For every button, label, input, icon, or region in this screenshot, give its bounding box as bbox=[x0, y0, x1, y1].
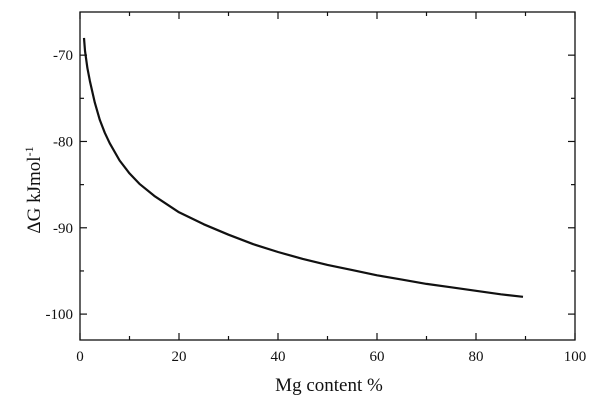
x-tick-label: 20 bbox=[172, 349, 187, 365]
y-axis-title-main: ΔG kJmol bbox=[24, 156, 45, 233]
ticks bbox=[79, 12, 576, 340]
y-tick-label: -80 bbox=[53, 134, 73, 150]
y-tick-label: -90 bbox=[53, 221, 73, 237]
y-tick-label: -70 bbox=[53, 48, 73, 64]
y-axis-title-superscript: -1 bbox=[22, 146, 36, 156]
x-tick-label: 0 bbox=[76, 349, 84, 365]
y-tick-label: -100 bbox=[46, 307, 74, 323]
plot-frame bbox=[79, 11, 576, 341]
x-tick-label: 100 bbox=[564, 349, 587, 365]
x-axis-title: Mg content % bbox=[275, 375, 383, 396]
axes bbox=[79, 11, 576, 341]
tick-labels: 0 20 40 60 80 100 -70 -80 -90 -100 bbox=[46, 48, 587, 365]
x-tick-label: 60 bbox=[370, 349, 385, 365]
y-axis-title: ΔG kJmol-1 bbox=[22, 146, 45, 233]
x-tick-label: 40 bbox=[271, 349, 286, 365]
series-line bbox=[82, 37, 524, 298]
x-tick-label: 80 bbox=[469, 349, 484, 365]
series bbox=[82, 37, 524, 298]
